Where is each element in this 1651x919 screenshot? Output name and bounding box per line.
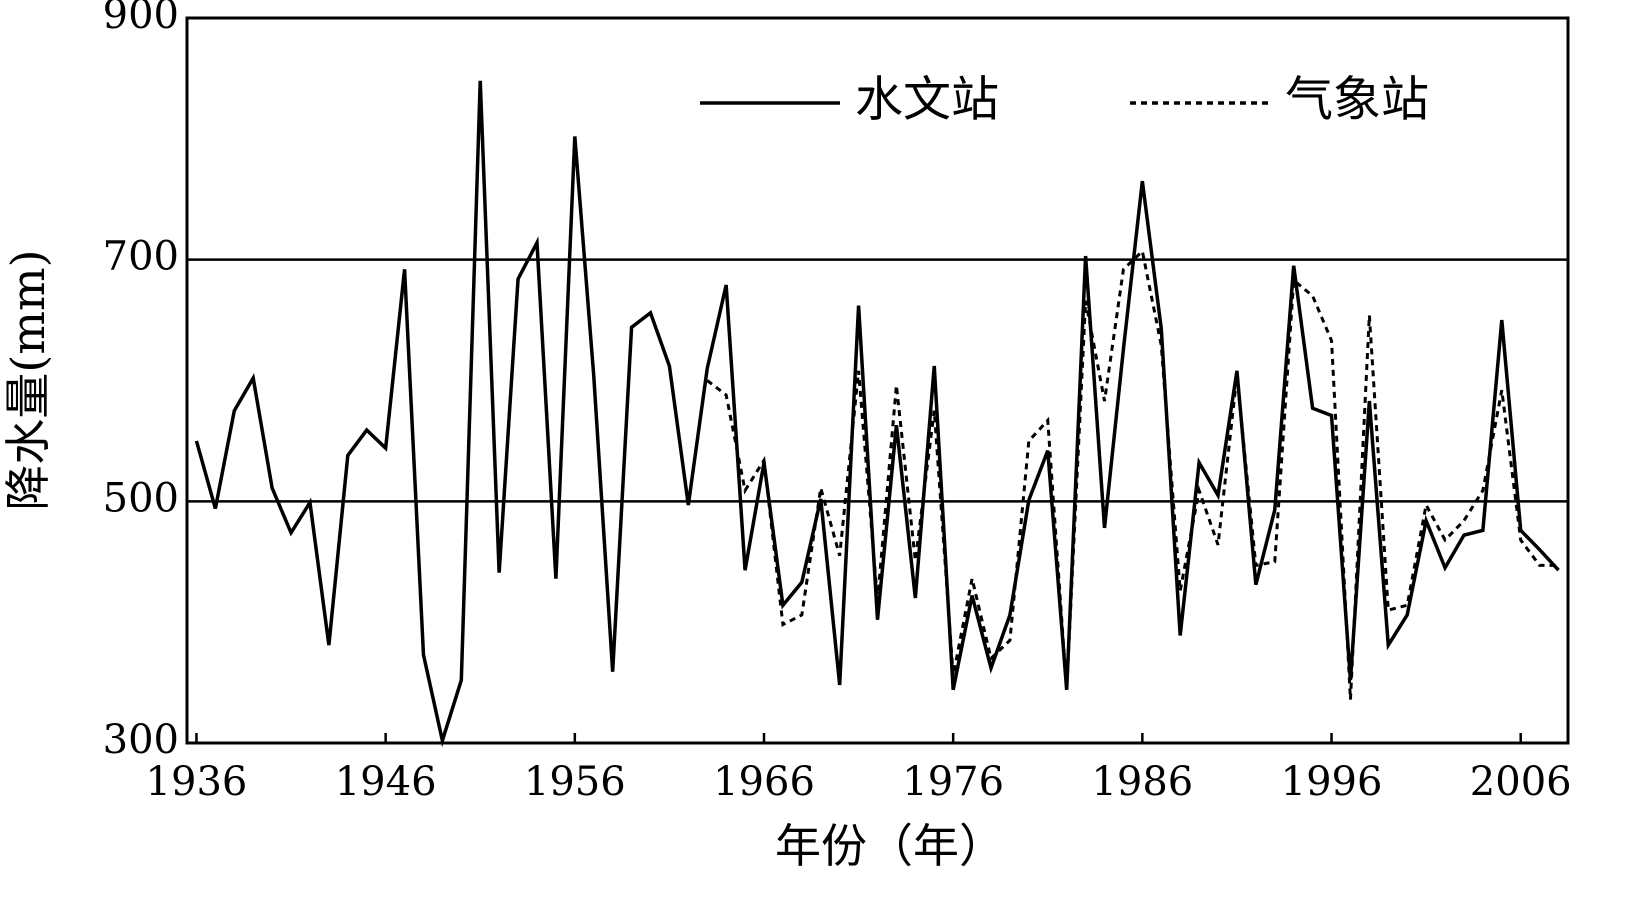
series-line	[194, 80, 1560, 748]
x-tick-label: 1986	[1091, 759, 1193, 805]
y-tick-label: 700	[103, 234, 179, 280]
legend-label: 水文站	[855, 72, 999, 128]
y-tick-label: 300	[103, 717, 179, 763]
y-tick-label: 900	[103, 0, 179, 38]
x-tick-label: 1956	[524, 759, 626, 805]
series-line	[706, 248, 1559, 700]
y-tick-label: 500	[103, 475, 179, 521]
x-tick-label: 1946	[335, 759, 437, 805]
x-tick-label: 1966	[713, 759, 815, 805]
legend-label: 气象站	[1285, 72, 1429, 128]
y-axis-label: 降水量(mm)	[1, 249, 55, 510]
x-tick-label: 1996	[1281, 759, 1383, 805]
x-axis-label: 年份（年）	[775, 819, 1005, 873]
x-tick-label: 2006	[1470, 759, 1572, 805]
x-tick-label: 1936	[146, 759, 248, 805]
x-tick-label: 1976	[902, 759, 1004, 805]
